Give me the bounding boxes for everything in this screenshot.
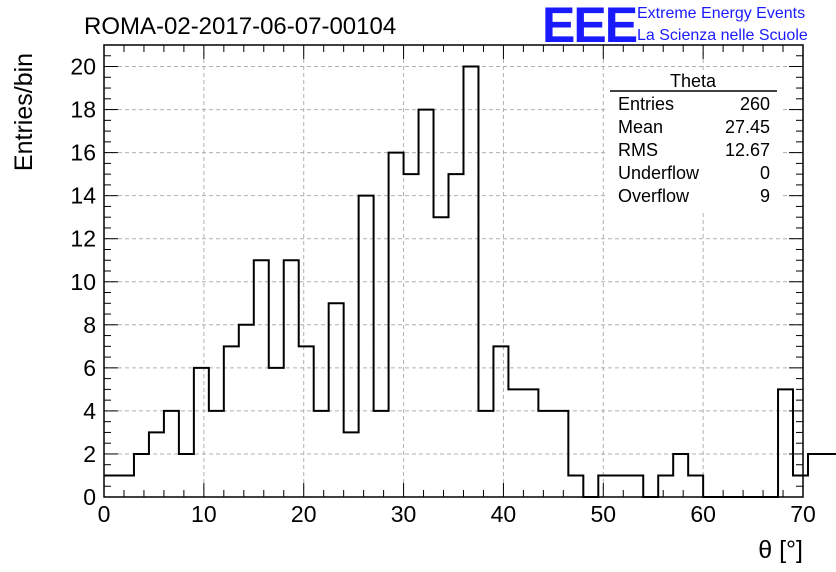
histogram-outline [104, 65, 836, 498]
x-tick-label: 60 [690, 501, 716, 527]
histogram-bin [673, 454, 688, 497]
y-tick-label: 10 [70, 269, 96, 295]
x-axis-label: θ [°] [758, 536, 803, 564]
histogram-bin [284, 260, 299, 497]
eee-logo: EEE Extreme Energy Events La Scienza nel… [542, 0, 808, 53]
stats-value: 9 [760, 186, 770, 206]
x-tick-label: 10 [191, 501, 217, 527]
stats-box-background [606, 70, 780, 210]
histogram-bin [613, 475, 628, 497]
histogram-bin [493, 346, 508, 497]
histogram-bin [194, 368, 209, 497]
y-axis-label: Entries/bin [10, 53, 38, 171]
histogram-bin [808, 454, 823, 497]
x-tick-label: 20 [291, 501, 317, 527]
histogram-bin [404, 174, 419, 497]
stats-label: Mean [618, 117, 663, 137]
stats-label: Underflow [618, 163, 700, 183]
histogram-bin [658, 475, 673, 497]
y-tick-label: 20 [70, 54, 96, 80]
logo-mark: EEE [542, 0, 637, 53]
y-tick-label: 4 [83, 398, 96, 424]
x-tick-label: 40 [491, 501, 517, 527]
stats-value: 260 [740, 94, 770, 114]
y-tick-label: 14 [70, 183, 96, 209]
histogram-bin [329, 303, 344, 497]
logo-line-1: Extreme Energy Events [637, 5, 805, 22]
histogram-bin [149, 432, 164, 497]
y-tick-label: 0 [83, 484, 96, 510]
histogram-bin [688, 475, 703, 497]
stats-label: RMS [618, 140, 658, 160]
stats-value: 27.45 [725, 117, 770, 137]
chart-title: ROMA-02-2017-06-07-00104 [84, 13, 396, 40]
histogram-bin [778, 389, 793, 497]
stats-value: 0 [760, 163, 770, 183]
histogram-bin [299, 346, 314, 497]
histogram-bars [104, 65, 836, 498]
y-tick-label: 6 [83, 355, 96, 381]
logo-line-2: La Scienza nelle Scuole [637, 27, 808, 44]
stats-title: Theta [670, 71, 717, 91]
x-tick-label: 0 [98, 501, 111, 527]
histogram-bin [224, 346, 239, 497]
histogram-bin [568, 475, 583, 497]
x-tick-label: 70 [790, 501, 816, 527]
histogram-bin [359, 196, 374, 497]
histogram-bin [823, 454, 836, 497]
histogram-bin [269, 368, 284, 497]
y-tick-label: 12 [70, 226, 96, 252]
stats-label: Overflow [618, 186, 690, 206]
histogram-bin [119, 475, 134, 497]
histogram-bin [419, 110, 434, 497]
x-tick-label: 50 [590, 501, 616, 527]
tick-labels: 0 10 20 30 40 50 60 70 0 2 4 6 8 10 12 14 16 18 20 [70, 54, 815, 527]
histogram-bin [134, 454, 149, 497]
axes [103, 44, 804, 498]
histogram-bin [508, 389, 523, 497]
x-tick-label: 30 [391, 501, 417, 527]
y-tick-label: 18 [70, 97, 96, 123]
histogram-bin [344, 432, 359, 497]
y-tick-label: 8 [83, 312, 96, 338]
histogram-bin [449, 174, 464, 497]
stats-box: Theta Entries 260 Mean 27.45 RMS 12.67 Underfl… [606, 70, 780, 210]
y-tick-label: 16 [70, 140, 96, 166]
stats-label: Entries [618, 94, 674, 114]
histogram-bin [254, 260, 269, 497]
histogram-bin [523, 389, 538, 497]
stats-rows: Entries 260 Mean 27.45 RMS 12.67 Underflow 0 Ove… [618, 94, 770, 206]
stats-value: 12.67 [725, 140, 770, 160]
histogram-bin [598, 475, 613, 497]
histogram-bin [628, 475, 643, 497]
histogram-bin [179, 454, 194, 497]
y-tick-label: 2 [83, 441, 96, 467]
histogram-bin [434, 217, 449, 497]
